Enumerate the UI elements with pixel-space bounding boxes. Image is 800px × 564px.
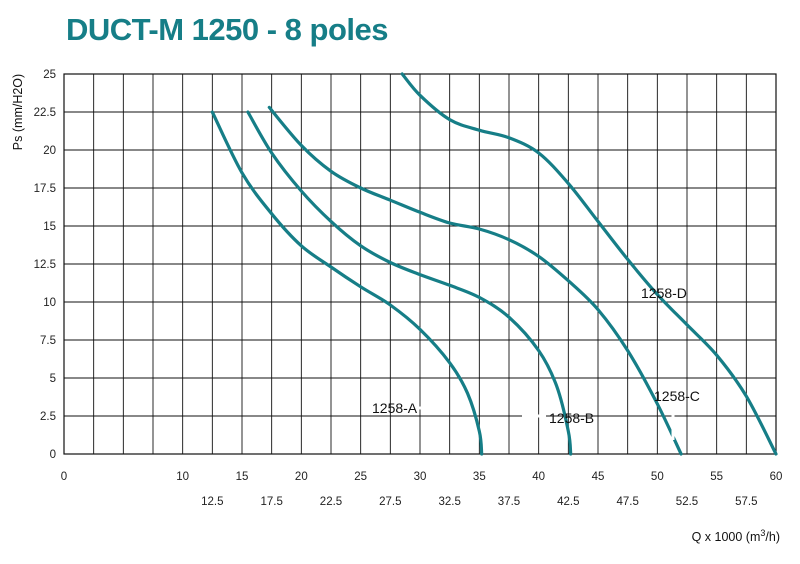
curve-label-1258-d: 1258-D [641,285,687,301]
x-tick-label: 27.5 [379,496,401,508]
curve-label-1258-a: 1258-A [372,400,418,416]
x-tick-label: 30 [414,471,427,483]
x-tick-label: 52.5 [676,496,698,508]
x-tick-label: 32.5 [438,496,460,508]
x-tick-label: 0 [61,471,67,483]
y-tick-label: 7.5 [40,335,56,347]
y-tick-label: 25 [43,69,56,81]
x-tick-label: 50 [651,471,664,483]
x-tick-label: 10 [176,471,189,483]
y-tick-label: 17.5 [34,183,56,195]
x-tick-label: 60 [770,471,783,483]
x-tick-label: 37.5 [498,496,520,508]
curve-1258-d [400,72,778,456]
y-axis-label: Ps (mm/H2O) [11,74,25,150]
x-tick-label: 40 [532,471,545,483]
grid [63,73,777,455]
curve-1258-c [267,105,683,456]
x-tick-label: 22.5 [320,496,342,508]
y-tick-label: 22.5 [34,107,56,119]
y-tick-label: 0 [50,449,56,461]
x-tick-label: 25 [354,471,367,483]
x-tick-label: 20 [295,471,308,483]
x-tick-label: 42.5 [557,496,579,508]
y-tick-label: 2.5 [40,411,56,423]
chart-title: DUCT-M 1250 - 8 poles [66,12,388,47]
curve-1258-a [210,110,484,456]
curve-1258-b [246,110,573,456]
curve-label-1258-b: 1258-B [549,410,594,426]
x-tick-label: 47.5 [616,496,638,508]
plot-frame [63,73,777,455]
y-tick-label: 5 [50,373,56,385]
x-tick-label: 35 [473,471,486,483]
x-tick-label: 55 [710,471,723,483]
x-tick-label: 12.5 [201,496,223,508]
fan-curves: 1258-A 1258-B 1258-C 1258-D [210,72,778,456]
y-tick-label: 15 [43,221,56,233]
curve-label-1258-c: 1258-C [654,388,700,404]
y-tick-label: 20 [43,145,56,157]
x-axis-label: Q x 1000 (m3/h) [692,528,780,544]
y-tick-label: 12.5 [34,259,56,271]
x-tick-label: 45 [592,471,605,483]
y-tick-label: 10 [43,297,56,309]
x-tick-label: 57.5 [735,496,757,508]
x-tick-label: 17.5 [260,496,282,508]
x-tick-label: 15 [236,471,249,483]
